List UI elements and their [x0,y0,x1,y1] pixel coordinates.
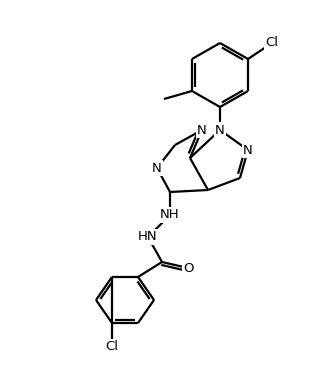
Text: N: N [197,124,207,136]
Text: NH: NH [160,208,180,221]
Text: N: N [243,144,253,157]
Text: HN: HN [138,230,158,243]
Text: Cl: Cl [266,36,279,50]
Text: N: N [152,161,162,174]
Text: N: N [215,124,225,136]
Text: O: O [183,262,193,274]
Text: Cl: Cl [106,340,118,354]
